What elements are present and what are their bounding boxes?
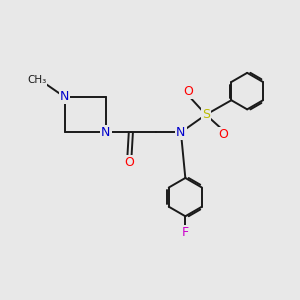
Text: O: O — [183, 85, 193, 98]
Text: S: S — [202, 108, 210, 121]
Text: O: O — [219, 128, 229, 141]
Text: O: O — [124, 156, 134, 169]
Text: N: N — [60, 91, 69, 103]
Text: N: N — [176, 126, 186, 139]
Text: N: N — [101, 126, 110, 139]
Text: F: F — [182, 226, 189, 239]
Text: CH₃: CH₃ — [27, 75, 46, 85]
